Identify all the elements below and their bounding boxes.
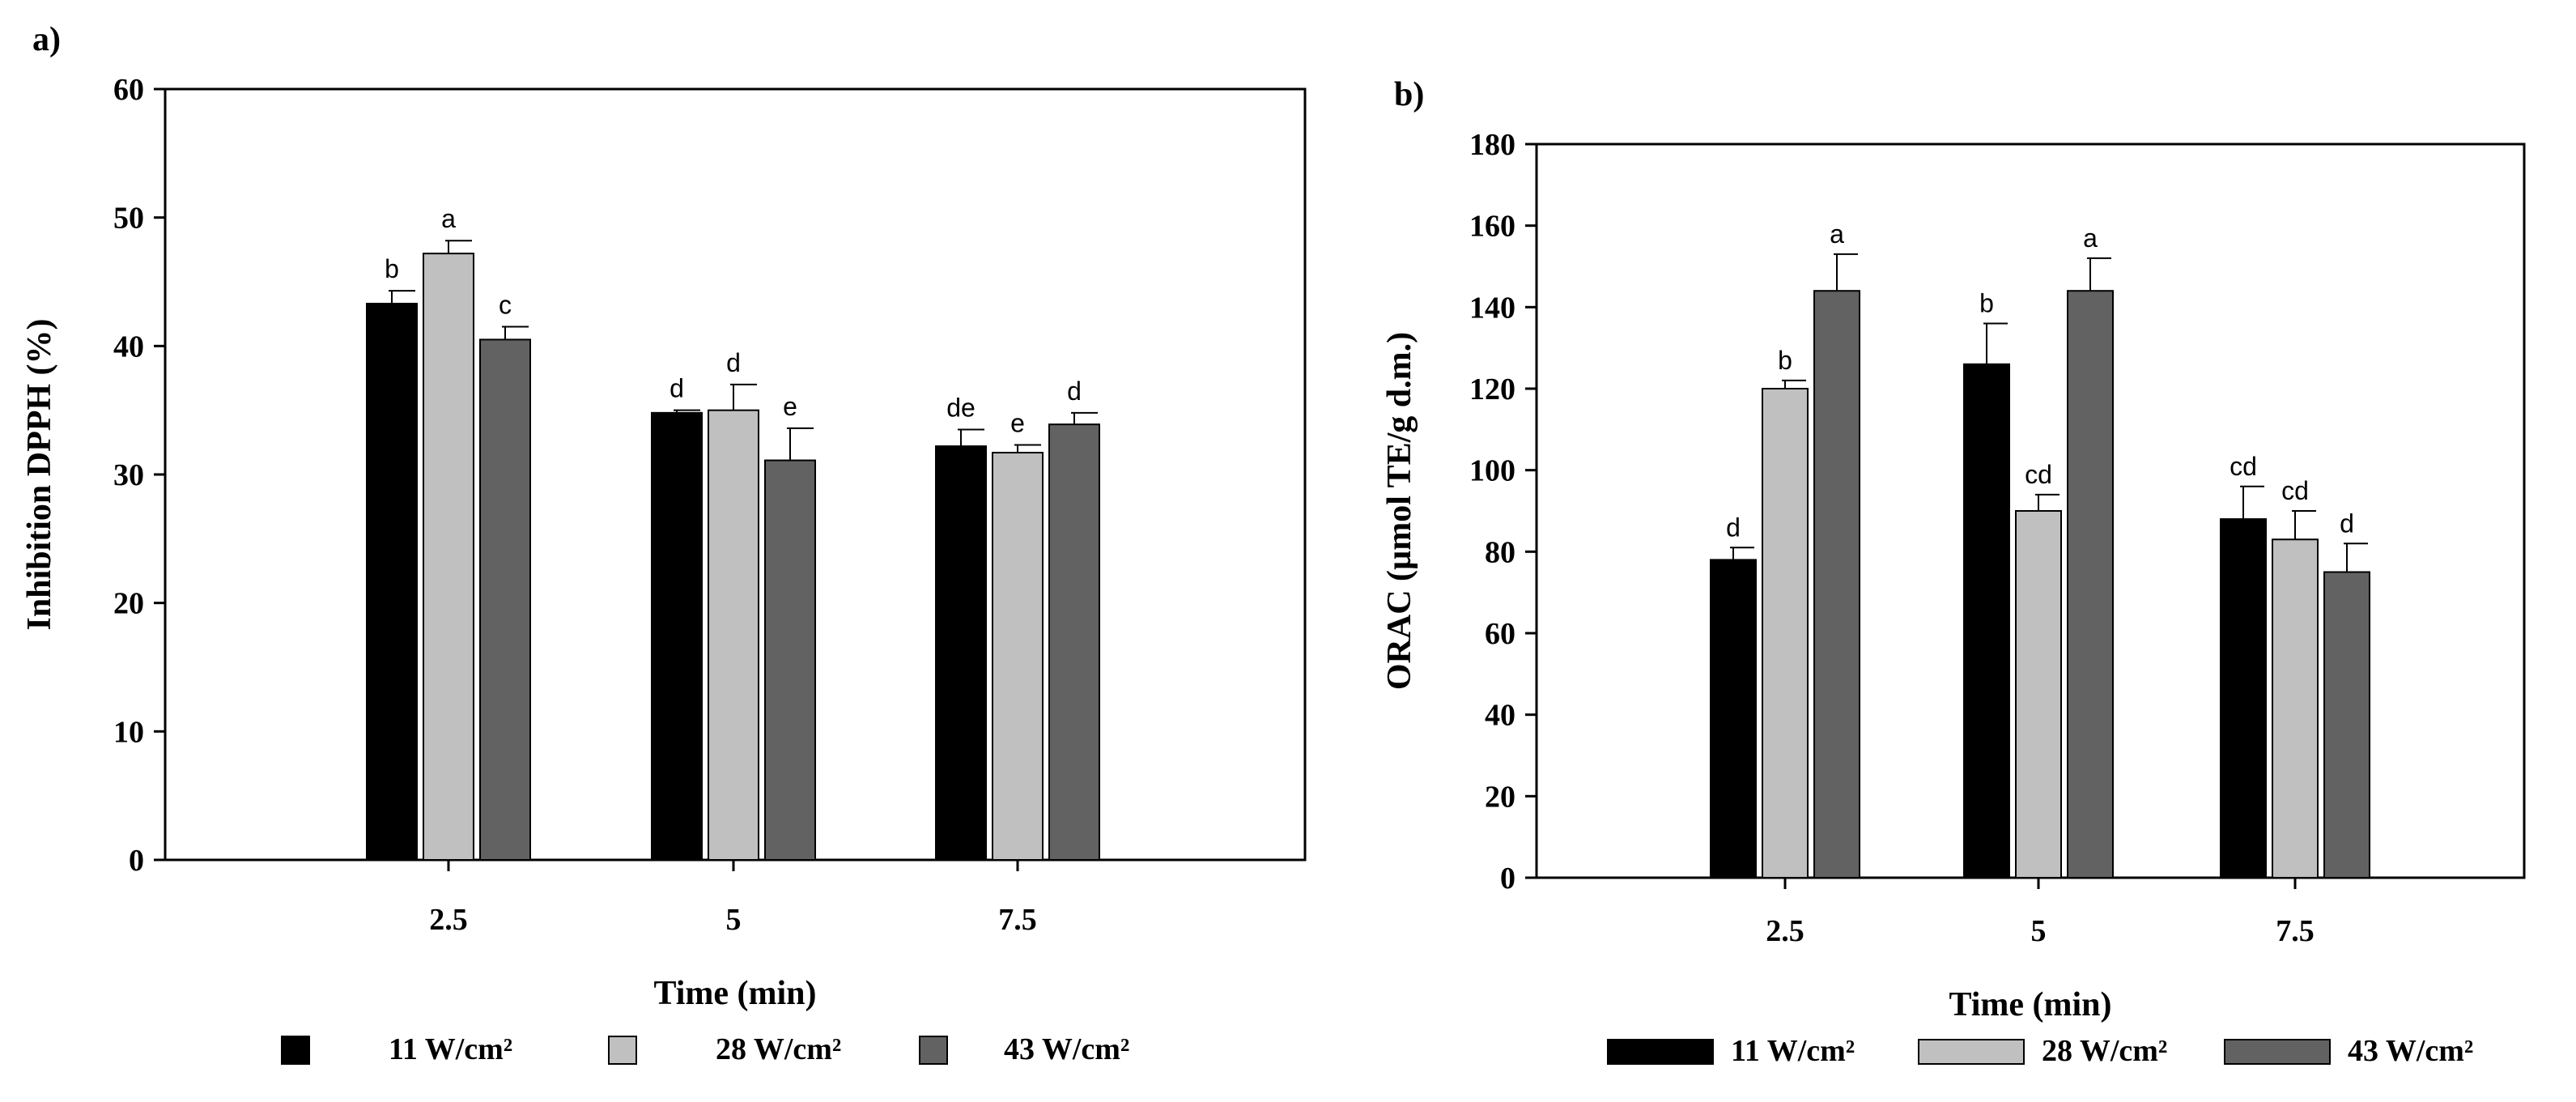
legend-label: 43 W/cm² [1004,1032,1129,1066]
x-axis-title: Time (min) [653,975,816,1012]
x-tick-label: 5 [726,903,742,937]
significance-label: e [1010,409,1025,438]
y-tick-label: 80 [1485,535,1515,569]
x-tick-label: 7.5 [2276,914,2315,948]
bar [2220,518,2267,879]
y-tick-label: 60 [1485,617,1515,651]
y-tick-label: 140 [1469,291,1515,325]
legend-label: 28 W/cm² [2042,1034,2167,1068]
bar [366,302,418,861]
y-tick-label: 40 [113,330,144,364]
y-tick-label: 60 [113,73,144,107]
bar [2323,571,2370,879]
legend-swatch [919,1036,948,1065]
y-tick-label: 50 [113,202,144,236]
legend-label: 11 W/cm² [389,1032,512,1066]
bar [479,338,531,861]
significance-label: d [1726,513,1741,542]
panel-label-b: b) [1394,76,1424,113]
x-tick-label: 2.5 [429,903,468,937]
significance-label: b [1778,346,1792,375]
significance-label: c [499,291,512,320]
chart-a-dpph: a) 0 10 20 30 40 50 60 2.5 5 7.5 Inhibition DPPH (… [21,21,1307,1066]
y-tick-label: 100 [1469,454,1515,488]
significance-label: d [670,374,684,403]
significance-label: d [726,348,741,377]
x-tick-label: 5 [2031,914,2047,948]
y-tick-label: 120 [1469,372,1515,406]
legend-label: 43 W/cm² [2348,1034,2473,1068]
significance-label: a [2083,223,2098,253]
y-tick-label: 30 [113,458,144,492]
significance-label: cd [2230,452,2257,481]
significance-label: a [441,204,456,233]
bar [423,253,474,861]
y-tick-label: 20 [113,587,144,621]
legend-swatch [281,1036,310,1065]
legend-label: 11 W/cm² [1731,1034,1855,1068]
bar [1048,423,1100,861]
bar [2272,538,2319,879]
legend-swatch [2224,1039,2331,1065]
bar [2067,290,2114,879]
significance-label: d [2340,508,2354,538]
legend-swatch [1607,1039,1714,1065]
significance-label: b [1979,288,1994,317]
y-axis-title: ORAC (µmol TE/g d.m.) [1381,332,1418,690]
bar [935,445,987,861]
y-tick-label: 160 [1469,210,1515,244]
chart-b-orac: b) 0 20 40 60 80 100 120 140 160 180 2.5 5 7.5 ORAC (… [1381,76,2526,1068]
significance-label: d [1067,377,1082,406]
y-tick-label: 180 [1469,128,1515,162]
x-tick-label: 2.5 [1766,914,1804,948]
x-axis-title: Time (min) [1949,986,2111,1023]
significance-label: e [783,392,797,421]
bar [992,452,1044,861]
significance-label: de [946,393,976,422]
significance-label: a [1830,219,1844,249]
legend-swatch [608,1036,637,1065]
significance-label: cd [2281,476,2309,505]
y-tick-label: 20 [1485,780,1515,814]
bar [764,459,816,862]
bar [1710,559,1757,879]
bar [2015,510,2062,879]
legend-label: 28 W/cm² [716,1032,841,1066]
significance-label: cd [2025,460,2052,489]
bar [1813,290,1860,879]
legend-swatch [1918,1039,2025,1065]
y-tick-label: 40 [1485,699,1515,733]
y-tick-label: 0 [1500,862,1515,896]
x-tick-label: 7.5 [998,903,1037,937]
bar [1762,388,1809,879]
significance-label: b [385,254,399,283]
bar [1963,363,2010,879]
bar [708,409,759,861]
bar [651,411,703,861]
y-axis-title: Inhibition DPPH (%) [21,318,58,630]
y-tick-label: 10 [113,715,144,749]
y-tick-label: 0 [129,844,144,878]
panel-label-a: a) [32,21,61,58]
